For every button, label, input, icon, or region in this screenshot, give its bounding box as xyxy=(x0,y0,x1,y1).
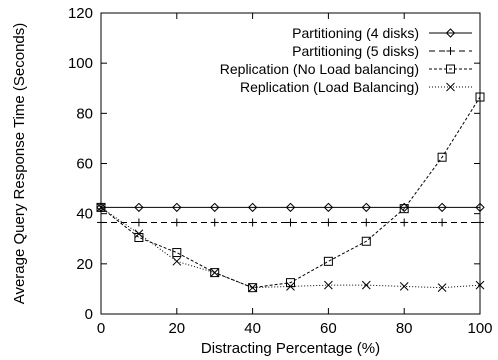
data-point xyxy=(134,229,144,239)
data-point xyxy=(400,218,409,227)
legend-label: Replication (No Load balancing) xyxy=(220,61,419,77)
data-point xyxy=(323,202,334,213)
data-point xyxy=(172,202,182,213)
y-axis: 0 20 40 60 80 100 120 xyxy=(68,5,480,323)
legend-label: Partitioning (4 disks) xyxy=(292,25,419,41)
data-point xyxy=(248,218,257,227)
legend-marker xyxy=(446,47,455,55)
legend: Partitioning (4 disks) Partitioning (5 di… xyxy=(220,25,472,95)
y-axis-label: Average Query Response Time (Seconds) xyxy=(11,23,28,305)
data-point xyxy=(476,218,484,227)
series-4 xyxy=(96,203,485,293)
data-point xyxy=(247,202,258,213)
legend-marker xyxy=(446,82,455,92)
data-point xyxy=(172,248,182,258)
data-point xyxy=(285,202,296,213)
data-point xyxy=(361,202,372,213)
series-2 xyxy=(97,218,484,227)
data-point xyxy=(399,204,409,214)
plot-frame xyxy=(100,12,481,315)
data-point xyxy=(361,280,371,290)
data-point xyxy=(210,218,219,227)
legend-marker xyxy=(446,64,455,74)
data-point xyxy=(437,152,447,162)
data-point xyxy=(210,268,220,278)
y-tick-label: 60 xyxy=(76,156,93,173)
data-point xyxy=(172,256,182,266)
data-point xyxy=(286,282,295,291)
y-tick-label: 80 xyxy=(76,105,93,122)
y-tick-label: 20 xyxy=(76,256,93,273)
data-point xyxy=(172,218,181,227)
series-layer xyxy=(96,92,485,293)
y-tick-label: 120 xyxy=(68,5,93,22)
data-point xyxy=(134,232,144,242)
data-point xyxy=(437,283,447,293)
data-point xyxy=(475,92,485,102)
data-point xyxy=(96,203,106,212)
data-point xyxy=(475,202,485,213)
data-point xyxy=(399,202,409,213)
x-tick-label: 20 xyxy=(168,320,185,337)
x-tick-label: 100 xyxy=(467,320,492,337)
series-3 xyxy=(96,92,485,293)
data-point xyxy=(210,268,220,277)
plot-border xyxy=(100,12,481,315)
data-point xyxy=(97,218,105,227)
data-point xyxy=(361,236,371,246)
data-point xyxy=(324,280,333,290)
data-point xyxy=(438,218,447,227)
data-point xyxy=(362,218,371,227)
data-point xyxy=(134,202,144,213)
y-tick-label: 0 xyxy=(85,306,93,323)
x-axis: 0 20 40 60 80 100 xyxy=(97,13,493,337)
data-point xyxy=(96,202,106,212)
data-point xyxy=(399,282,409,291)
data-point xyxy=(323,256,333,266)
data-point xyxy=(437,202,447,213)
y-tick-label: 100 xyxy=(68,55,93,72)
data-point xyxy=(248,283,257,293)
x-tick-label: 60 xyxy=(320,320,337,337)
series-line xyxy=(100,96,481,289)
x-tick-label: 80 xyxy=(396,320,413,337)
y-tick-label: 40 xyxy=(76,206,93,223)
data-point xyxy=(475,280,485,290)
data-point xyxy=(286,218,295,227)
data-point xyxy=(134,218,143,227)
x-tick-label: 0 xyxy=(97,320,105,337)
x-axis-label: Distracting Percentage (%) xyxy=(201,340,380,357)
series-1 xyxy=(96,202,485,213)
legend-label: Replication (Load Balancing) xyxy=(240,79,419,95)
data-point xyxy=(324,218,333,227)
x-tick-label: 40 xyxy=(244,320,261,337)
data-point xyxy=(209,202,220,213)
legend-marker xyxy=(445,28,456,38)
legend-label: Partitioning (5 disks) xyxy=(292,43,419,59)
